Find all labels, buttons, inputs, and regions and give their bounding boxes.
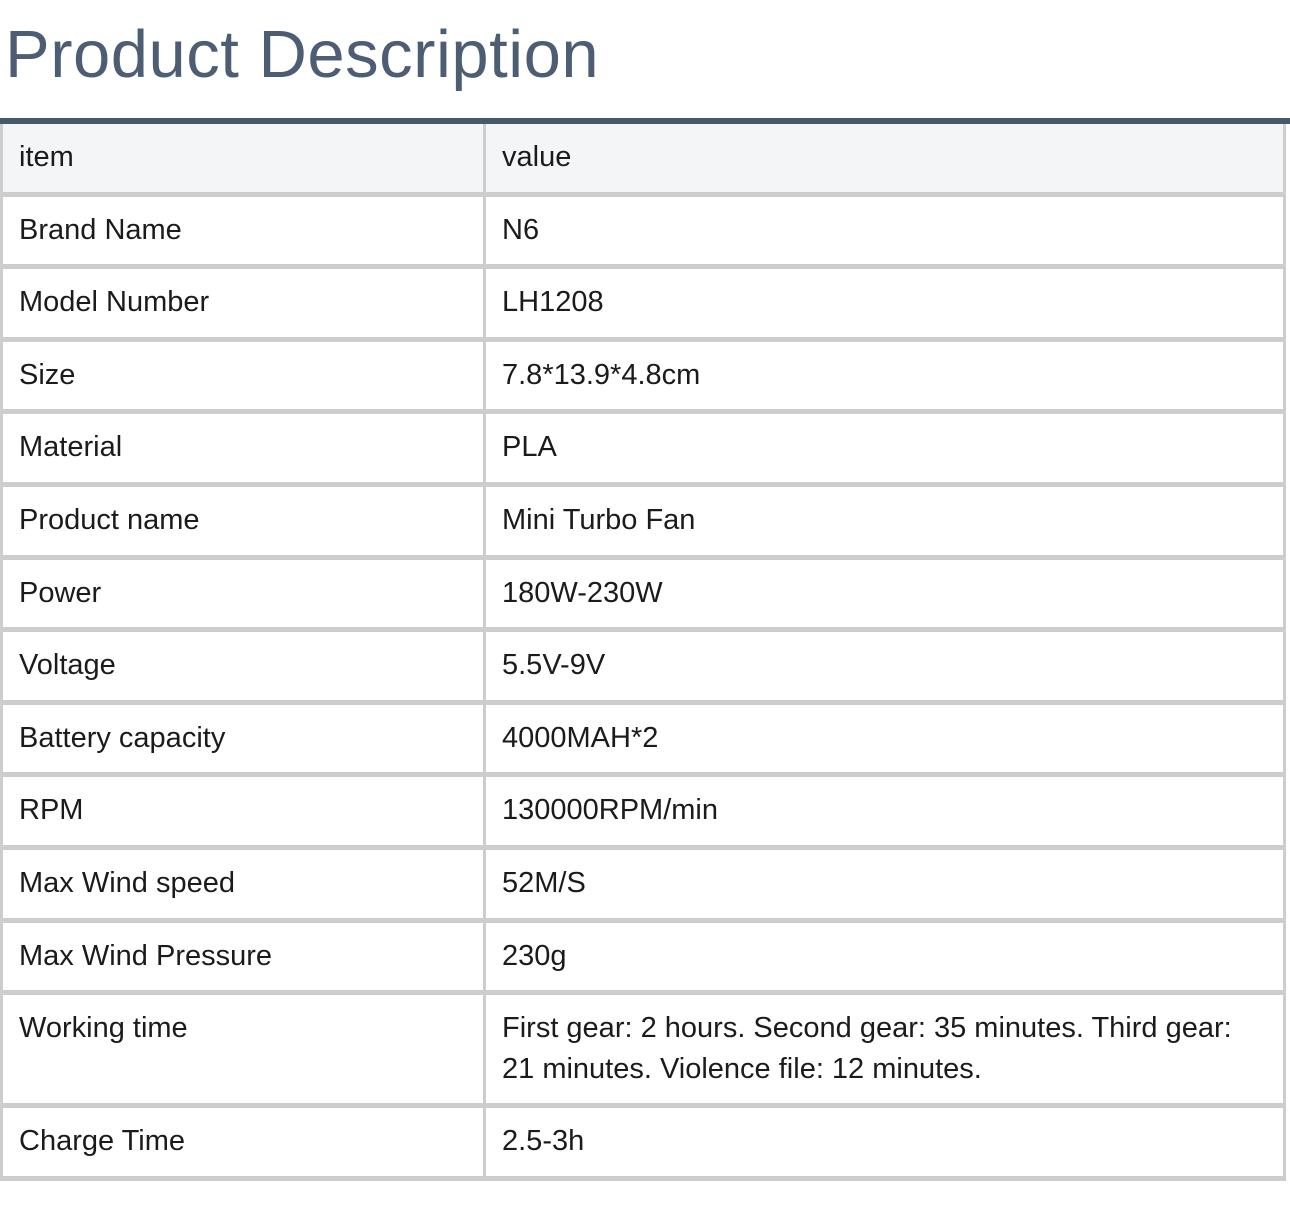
cell-value: 2.5-3h [483, 1103, 1286, 1181]
column-header-value: value [483, 124, 1286, 197]
table-row: Power 180W-230W [0, 554, 1286, 633]
table-row: Brand Name N6 [0, 191, 1286, 270]
cell-value: First gear: 2 hours. Second gear: 35 min… [483, 990, 1286, 1109]
spec-table: item value Brand Name N6 Model Number LH120… [0, 124, 1286, 1181]
cell-item: RPM [0, 772, 486, 850]
cell-value: 4000MAH*2 [483, 699, 1286, 778]
cell-item: Power [0, 554, 486, 633]
table-row: Max Wind Pressure 230g [0, 917, 1286, 996]
cell-item: Battery capacity [0, 699, 486, 778]
cell-item: Product name [0, 482, 486, 560]
table-row: Size 7.8*13.9*4.8cm [0, 336, 1286, 415]
table-header-row: item value [0, 124, 1286, 197]
cell-value: 130000RPM/min [483, 772, 1286, 850]
product-description-page: Product Description item value Brand Nam… [0, 16, 1290, 1221]
cell-value: 180W-230W [483, 554, 1286, 633]
table-top-rule [0, 118, 1290, 125]
cell-value: 5.5V-9V [483, 627, 1286, 705]
cell-value: Mini Turbo Fan [483, 482, 1286, 560]
table-row: Battery capacity 4000MAH*2 [0, 699, 1286, 778]
cell-item: Brand Name [0, 191, 486, 270]
table-row: Working time First gear: 2 hours. Second … [0, 990, 1286, 1109]
cell-item: Working time [0, 990, 486, 1109]
cell-value: PLA [483, 409, 1286, 488]
table-row: Charge Time 2.5-3h [0, 1103, 1286, 1181]
table-row: Model Number LH1208 [0, 264, 1286, 342]
table-row: Max Wind speed 52M/S [0, 844, 1286, 923]
cell-value: 52M/S [483, 844, 1286, 923]
cell-item: Size [0, 336, 486, 415]
cell-value: N6 [483, 191, 1286, 270]
cell-item: Max Wind speed [0, 844, 486, 923]
cell-value: 230g [483, 917, 1286, 996]
cell-value: LH1208 [483, 264, 1286, 342]
page-title: Product Description [5, 17, 600, 92]
table-row: RPM 130000RPM/min [0, 772, 1286, 850]
table-row: Product name Mini Turbo Fan [0, 482, 1286, 560]
cell-item: Charge Time [0, 1103, 486, 1181]
table-row: Material PLA [0, 409, 1286, 488]
cell-item: Max Wind Pressure [0, 917, 486, 996]
cell-item: Model Number [0, 264, 486, 342]
cell-item: Material [0, 409, 486, 488]
cell-value: 7.8*13.9*4.8cm [483, 336, 1286, 415]
table-row: Voltage 5.5V-9V [0, 627, 1286, 705]
cell-item: Voltage [0, 627, 486, 705]
column-header-item: item [0, 124, 486, 197]
